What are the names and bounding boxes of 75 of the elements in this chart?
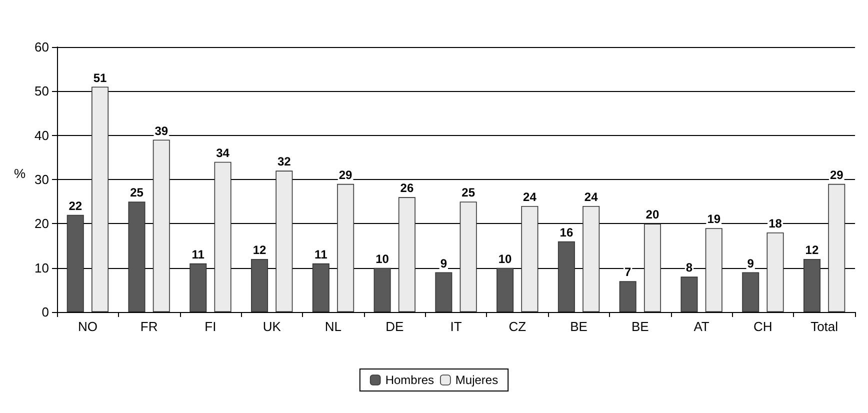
data-label: 24 <box>584 190 598 204</box>
data-label: 25 <box>130 186 144 200</box>
data-label: 32 <box>277 154 292 169</box>
data-label: 12 <box>252 243 267 257</box>
data-label: 29 <box>830 168 844 182</box>
y-tick-label: 10 <box>34 260 49 276</box>
data-label: 12 <box>805 243 819 257</box>
data-label: 10 <box>498 252 512 266</box>
bar <box>337 184 354 312</box>
bar <box>619 281 636 312</box>
data-label: 20 <box>646 208 660 222</box>
x-tick-label: UK <box>262 319 282 334</box>
data-label: 22 <box>68 198 82 213</box>
y-axis-title: % <box>14 166 26 181</box>
data-label: 9 <box>440 256 448 270</box>
data-label: 26 <box>400 181 414 196</box>
bar <box>374 268 391 312</box>
data-label: 34 <box>216 146 230 160</box>
bar <box>766 232 784 312</box>
data-label: 10 <box>376 252 390 266</box>
bar <box>312 263 330 312</box>
bar <box>680 276 698 312</box>
y-tick-label: 0 <box>42 304 49 320</box>
x-tick-label: FR <box>140 319 158 334</box>
bar <box>251 259 268 312</box>
legend-label: Mujeres <box>455 373 498 387</box>
bar <box>435 272 452 312</box>
data-label: 39 <box>154 124 168 138</box>
data-label: 11 <box>192 247 205 262</box>
bar <box>460 202 477 312</box>
x-tick-label: NL <box>324 319 342 334</box>
x-tick-label: FI <box>204 319 216 334</box>
bar <box>190 263 207 312</box>
data-label: 24 <box>523 190 537 204</box>
data-label: 51 <box>93 70 108 85</box>
x-tick-label: NO <box>78 319 98 334</box>
data-label: 9 <box>747 256 754 270</box>
bar <box>521 206 538 312</box>
bar <box>496 268 514 312</box>
y-tick-label: 60 <box>34 40 49 54</box>
data-label: 25 <box>462 186 476 200</box>
bar <box>92 86 109 312</box>
bar <box>152 140 170 312</box>
x-tick-label: CH <box>754 319 772 334</box>
bar <box>398 197 416 312</box>
data-label: 11 <box>314 247 328 262</box>
bar <box>66 214 84 312</box>
data-label: 19 <box>707 212 721 226</box>
y-tick-label: 50 <box>34 84 49 99</box>
x-tick-label: BE <box>570 319 588 334</box>
bar <box>582 206 600 312</box>
x-tick-label: CZ <box>508 319 526 334</box>
y-tick-label: 20 <box>34 216 49 232</box>
data-label: 8 <box>686 260 693 275</box>
bar <box>803 259 820 312</box>
x-tick-label: Total <box>810 319 838 334</box>
bar <box>558 241 575 312</box>
bar <box>644 224 661 312</box>
bar <box>828 184 846 312</box>
bar <box>214 162 232 312</box>
data-label: 18 <box>768 216 782 230</box>
data-label: 7 <box>624 265 632 280</box>
x-tick-label: IT <box>450 319 462 334</box>
y-tick-label: 40 <box>34 128 49 143</box>
y-tick-label: 30 <box>34 172 49 187</box>
data-label: 16 <box>560 225 574 240</box>
bar <box>705 228 722 312</box>
x-tick-label: AT <box>694 319 710 334</box>
bar <box>742 272 760 312</box>
bar <box>128 202 146 312</box>
data-label: 29 <box>338 168 353 182</box>
x-tick-label: BE <box>631 319 650 334</box>
legend-label: Hombres <box>385 373 434 387</box>
bar <box>276 170 293 312</box>
x-tick-label: DE <box>386 319 404 334</box>
